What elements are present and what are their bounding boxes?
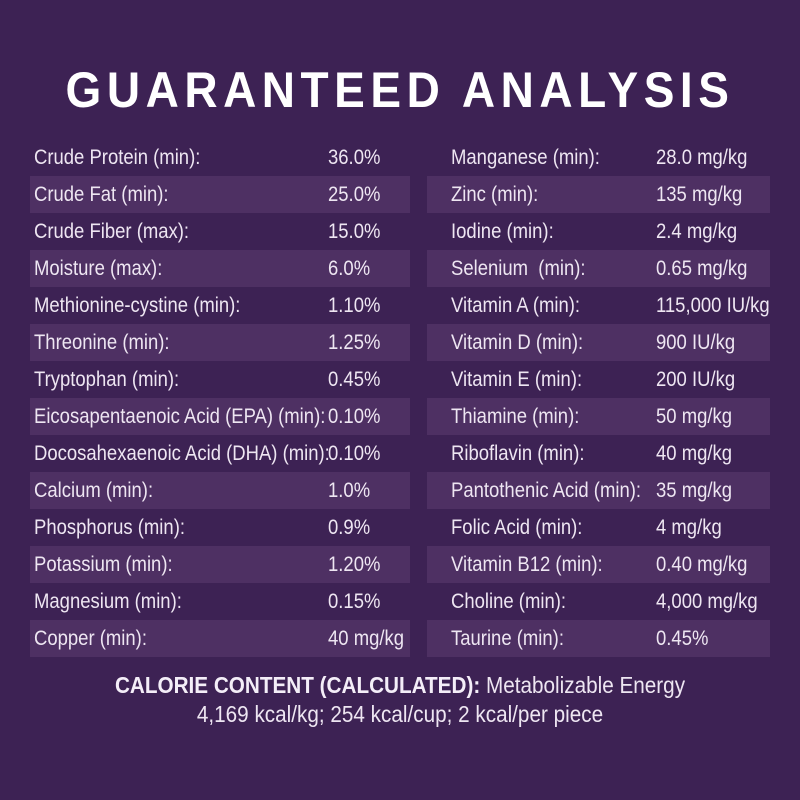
- nutrient-label: Selenium (min):: [451, 256, 586, 280]
- calorie-content-details: 4,169 kcal/kg; 254 kcal/cup; 2 kcal/per …: [196, 701, 604, 727]
- analysis-row: Vitamin E (min): 200 IU/kg: [427, 361, 770, 398]
- nutrient-value: 115,000 IU/kg: [656, 293, 770, 317]
- nutrient-label: Choline (min):: [451, 589, 567, 613]
- analysis-row: Tryptophan (min): 0.45%: [30, 361, 410, 398]
- analysis-row: Vitamin D (min): 900 IU/kg: [427, 324, 770, 361]
- nutrient-label: Eicosapentaenoic Acid (EPA) (min):: [34, 404, 326, 428]
- nutrient-label: Pantothenic Acid (min):: [451, 478, 642, 502]
- nutrient-label: Vitamin D (min):: [451, 330, 584, 354]
- nutrient-value: 0.45%: [656, 626, 709, 650]
- nutrient-value: 0.65 mg/kg: [656, 256, 748, 280]
- analysis-row: Vitamin B12 (min): 0.40 mg/kg: [427, 546, 770, 583]
- nutrient-value: 40 mg/kg: [328, 626, 405, 650]
- nutrient-value: 50 mg/kg: [656, 404, 733, 428]
- nutrient-value: 28.0 mg/kg: [656, 145, 748, 169]
- nutrient-value: 1.25%: [328, 330, 381, 354]
- analysis-row: Copper (min): 40 mg/kg: [30, 620, 410, 657]
- analysis-row: Folic Acid (min): 4 mg/kg: [427, 509, 770, 546]
- analysis-row: Crude Protein (min): 36.0%: [30, 139, 410, 176]
- analysis-row: Manganese (min): 28.0 mg/kg: [427, 139, 770, 176]
- analysis-row: Zinc (min): 135 mg/kg: [427, 176, 770, 213]
- analysis-row: Riboflavin (min): 40 mg/kg: [427, 435, 770, 472]
- nutrient-value: 135 mg/kg: [656, 182, 743, 206]
- nutrient-value: 6.0%: [328, 256, 371, 280]
- nutrient-label: Methionine-cystine (min):: [34, 293, 241, 317]
- calorie-content-heading: CALORIE CONTENT (CALCULATED):: [114, 672, 481, 698]
- nutrient-label: Riboflavin (min):: [451, 441, 585, 465]
- nutrient-value: 35 mg/kg: [656, 478, 733, 502]
- nutrient-value: 0.40 mg/kg: [656, 552, 748, 576]
- nutrient-label: Vitamin E (min):: [451, 367, 583, 391]
- nutrient-label: Threonine (min):: [34, 330, 170, 354]
- nutrient-label: Crude Protein (min):: [34, 145, 201, 169]
- analysis-row: Magnesium (min): 0.15%: [30, 583, 410, 620]
- analysis-row: Crude Fiber (max): 15.0%: [30, 213, 410, 250]
- nutrient-value: 1.0%: [328, 478, 371, 502]
- nutrient-label: Taurine (min):: [451, 626, 564, 650]
- nutrient-label: Folic Acid (min):: [451, 515, 583, 539]
- nutrient-value: 0.10%: [328, 441, 381, 465]
- nutrient-value: 2.4 mg/kg: [656, 219, 738, 243]
- analysis-row: Threonine (min): 1.25%: [30, 324, 410, 361]
- nutrient-value: 0.10%: [328, 404, 381, 428]
- analysis-row: Moisture (max): 6.0%: [30, 250, 410, 287]
- nutrient-label: Manganese (min):: [451, 145, 600, 169]
- analysis-row: Choline (min): 4,000 mg/kg: [427, 583, 770, 620]
- calorie-content-subtitle: Metabolizable Energy: [480, 672, 686, 698]
- nutrient-value: 4 mg/kg: [656, 515, 722, 539]
- nutrient-label: Vitamin B12 (min):: [451, 552, 603, 576]
- nutrient-label: Potassium (min):: [34, 552, 173, 576]
- analysis-row: Eicosapentaenoic Acid (EPA) (min): 0.10%: [30, 398, 410, 435]
- nutrient-value: 0.9%: [328, 515, 371, 539]
- analysis-row: Taurine (min): 0.45%: [427, 620, 770, 657]
- analysis-row: Selenium (min): 0.65 mg/kg: [427, 250, 770, 287]
- nutrient-value: 0.45%: [328, 367, 381, 391]
- nutrient-value: 900 IU/kg: [656, 330, 736, 354]
- nutrient-label: Zinc (min):: [451, 182, 539, 206]
- analysis-row: Phosphorus (min): 0.9%: [30, 509, 410, 546]
- analysis-row: Docosahexaenoic Acid (DHA) (min): 0.10%: [30, 435, 410, 472]
- analysis-row: Iodine (min): 2.4 mg/kg: [427, 213, 770, 250]
- nutrient-label: Calcium (min):: [34, 478, 154, 502]
- nutrient-label: Magnesium (min):: [34, 589, 182, 613]
- analysis-row: Calcium (min): 1.0%: [30, 472, 410, 509]
- analysis-row: Crude Fat (min): 25.0%: [30, 176, 410, 213]
- nutrient-value: 25.0%: [328, 182, 381, 206]
- nutrient-value: 200 IU/kg: [656, 367, 736, 391]
- analysis-row: Vitamin A (min): 115,000 IU/kg: [427, 287, 770, 324]
- analysis-row: Thiamine (min): 50 mg/kg: [427, 398, 770, 435]
- page-title: GUARANTEED ANALYSIS: [65, 62, 735, 118]
- nutrient-value: 1.10%: [328, 293, 381, 317]
- analysis-row: Methionine-cystine (min): 1.10%: [30, 287, 410, 324]
- nutrient-label: Thiamine (min):: [451, 404, 580, 428]
- nutrient-value: 1.20%: [328, 552, 381, 576]
- nutrient-label: Docosahexaenoic Acid (DHA) (min):: [34, 441, 330, 465]
- nutrient-label: Tryptophan (min):: [34, 367, 180, 391]
- nutrient-label: Crude Fat (min):: [34, 182, 169, 206]
- calorie-content-heading-line: CALORIE CONTENT (CALCULATED): Metaboliza…: [40, 671, 760, 700]
- nutrient-value: 0.15%: [328, 589, 381, 613]
- nutrient-label: Copper (min):: [34, 626, 147, 650]
- nutrient-value: 15.0%: [328, 219, 381, 243]
- calorie-content-section: CALORIE CONTENT (CALCULATED): Metaboliza…: [0, 671, 800, 729]
- nutrient-value: 4,000 mg/kg: [656, 589, 758, 613]
- nutrient-label: Phosphorus (min):: [34, 515, 185, 539]
- analysis-row: Potassium (min): 1.20%: [30, 546, 410, 583]
- nutrient-value: 36.0%: [328, 145, 381, 169]
- nutrient-label: Moisture (max):: [34, 256, 163, 280]
- nutrient-label: Crude Fiber (max):: [34, 219, 190, 243]
- analysis-row: Pantothenic Acid (min): 35 mg/kg: [427, 472, 770, 509]
- nutrient-label: Vitamin A (min):: [451, 293, 581, 317]
- nutrient-value: 40 mg/kg: [656, 441, 733, 465]
- analysis-table-left-column: Crude Protein (min): 36.0% Crude Fat (min)…: [30, 139, 410, 657]
- nutrient-label: Iodine (min):: [451, 219, 554, 243]
- analysis-table-right-column: Manganese (min): 28.0 mg/kg Zinc (min): 135…: [427, 139, 770, 657]
